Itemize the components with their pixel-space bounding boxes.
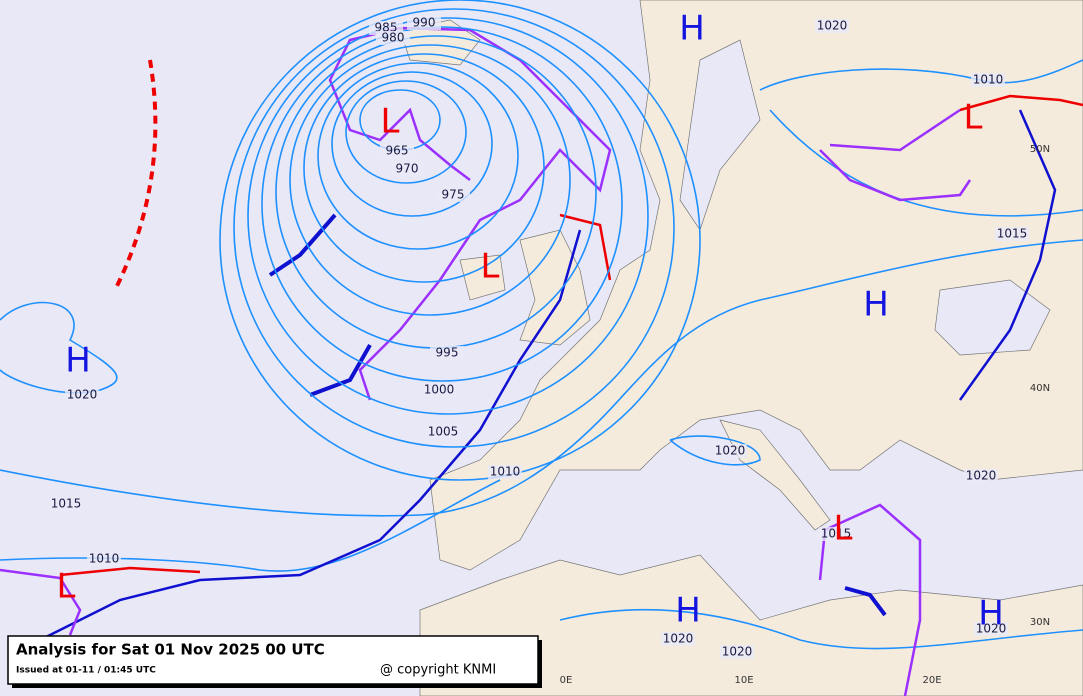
warm-front <box>59 566 201 577</box>
occluded-front <box>328 26 612 401</box>
isobar <box>247 17 649 415</box>
label-bg <box>380 144 414 158</box>
isobar <box>219 0 701 481</box>
label-bg <box>65 388 99 402</box>
isobar <box>233 8 675 448</box>
high-center: H <box>65 341 91 381</box>
isobar-label: 970 <box>396 162 419 176</box>
isobar-label: 1015 <box>821 527 852 541</box>
graticule-label: 0E <box>560 675 573 686</box>
isobar-label: 1020 <box>817 19 848 33</box>
low-center: L <box>834 509 853 549</box>
isobar-label: 1010 <box>89 552 120 566</box>
trough <box>113 59 158 291</box>
issued: Issued at 01-11 / 01:45 UTC <box>16 666 156 676</box>
label-bg <box>995 227 1029 241</box>
isobar <box>769 109 1083 217</box>
low-center: L <box>964 98 983 138</box>
high-center: H <box>679 9 705 49</box>
trough <box>309 344 372 397</box>
isobar <box>0 239 1083 517</box>
occluded-front <box>819 149 972 202</box>
label-bg <box>971 73 1005 87</box>
graticule-label: 20E <box>922 675 941 686</box>
graticule-label: 10E <box>734 675 753 686</box>
map-title: Analysis for Sat 01 Nov 2025 00 UTC <box>16 641 325 659</box>
occluded-front <box>0 568 82 636</box>
footer: Analysis for Sat 01 Nov 2025 00 UTC Issu… <box>7 635 542 688</box>
trough <box>268 213 337 277</box>
high-center: H <box>978 594 1004 634</box>
warm-front <box>959 94 1083 112</box>
label-bg <box>49 497 83 511</box>
warm-front <box>559 213 612 281</box>
isobar-label: 1010 <box>973 73 1004 87</box>
high-center: H <box>863 285 889 325</box>
label-bg <box>488 465 522 479</box>
isobar-label: 980 <box>382 31 405 45</box>
label-bg <box>426 425 460 439</box>
isobar-label: 1020 <box>966 469 997 483</box>
occluded-front <box>829 108 961 152</box>
isobar <box>759 59 1083 91</box>
label-bg <box>376 31 410 45</box>
land-ireland <box>459 254 506 301</box>
isobar-label: 1015 <box>51 497 82 511</box>
black-sea <box>934 279 1051 356</box>
graticule-label: 40N <box>1030 383 1050 394</box>
label-bg <box>661 632 695 646</box>
low-center: L <box>57 567 76 607</box>
isobar-label: 995 <box>436 346 459 360</box>
label-bg <box>974 622 1008 636</box>
graticule-label: 30N <box>1030 617 1050 628</box>
label-bg <box>720 645 754 659</box>
label-bg <box>87 552 121 566</box>
isobar <box>331 71 493 217</box>
isobar <box>559 608 1083 650</box>
isobar-label: 1015 <box>997 227 1028 241</box>
cold-front <box>39 229 582 642</box>
copyright: @ copyright KNMI <box>380 663 496 678</box>
isobar <box>669 435 761 466</box>
isobar <box>289 44 571 316</box>
isobar-label: 1020 <box>722 645 753 659</box>
isobar-label: 1020 <box>976 622 1007 636</box>
low-center: L <box>481 247 500 287</box>
isobar-label: 1000 <box>424 383 455 397</box>
isobar <box>303 53 545 283</box>
isobar <box>0 301 118 394</box>
label-bg <box>407 16 441 30</box>
isobar <box>261 26 623 382</box>
cold-front <box>958 109 1057 401</box>
isobar-label: 1020 <box>67 388 98 402</box>
baltic-sea <box>679 39 761 231</box>
isobar <box>345 80 467 184</box>
high-center: H <box>675 591 701 631</box>
label-bg <box>713 444 747 458</box>
label-bg <box>819 527 853 541</box>
label-bg <box>422 383 456 397</box>
label-bg <box>815 19 849 33</box>
label-bg <box>430 346 464 360</box>
isobar-label: 1005 <box>428 425 459 439</box>
isobar-label: 1010 <box>490 465 521 479</box>
isobar-label: 965 <box>386 144 409 158</box>
label-bg <box>964 469 998 483</box>
footer-box <box>7 635 539 685</box>
isobar-label: 1020 <box>715 444 746 458</box>
isobar-label: 975 <box>442 188 465 202</box>
isobar-label: 990 <box>413 16 436 30</box>
isobar-label: 1020 <box>663 632 694 646</box>
label-bg <box>390 162 424 176</box>
graticule-label: 50N <box>1030 144 1050 155</box>
trough <box>844 586 887 617</box>
land-africa <box>419 554 1083 696</box>
label-bg <box>436 188 470 202</box>
isobar <box>317 62 519 250</box>
low-center: L <box>381 102 400 142</box>
